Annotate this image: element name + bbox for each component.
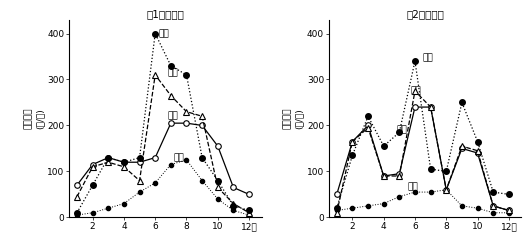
Y-axis label: 水収支量
(㎡/月): 水収支量 (㎡/月) [283, 108, 304, 129]
Title: （2）山国川: （2）山国川 [406, 9, 444, 19]
Text: 蔣発: 蔣発 [407, 183, 418, 192]
Text: 降水: 降水 [159, 29, 169, 38]
Text: 供給: 供給 [410, 86, 421, 95]
Text: 流出: 流出 [396, 125, 407, 134]
Text: 供給: 供給 [168, 69, 178, 78]
Text: 流出: 流出 [168, 112, 178, 121]
Text: 蔣発: 蔣発 [174, 153, 185, 162]
Text: 降水: 降水 [423, 53, 434, 62]
Title: （1）大分川: （1）大分川 [146, 9, 184, 19]
Y-axis label: 水収支量
(㎡/月): 水収支量 (㎡/月) [23, 108, 44, 129]
